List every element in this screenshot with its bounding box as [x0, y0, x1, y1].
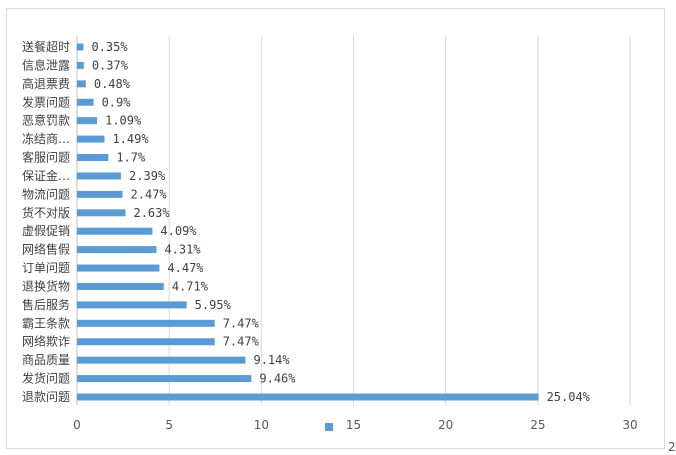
data-label: 0.48% [94, 77, 131, 91]
category-label: 发货问题 [22, 371, 70, 386]
bar [77, 227, 153, 235]
bar [77, 117, 98, 125]
data-labels: 0.35% 0.37% 0.48% 0.9% 1.09% 1.49% 1.7% 2.39% 2.… [91, 40, 590, 404]
x-tick-label: 20 [438, 418, 453, 432]
data-label: 7.47% [223, 316, 260, 330]
category-label: 保证金… [22, 168, 70, 183]
bar [77, 98, 94, 106]
bar [77, 80, 86, 88]
x-tick-label: 25 [530, 418, 545, 432]
category-label: 霸王条款 [22, 316, 70, 330]
legend-swatch [325, 423, 333, 431]
gridlines [76, 36, 631, 405]
data-label: 2.39% [129, 169, 166, 183]
data-label: 4.31% [164, 243, 201, 257]
bar [77, 301, 187, 309]
data-label: 0.9% [102, 95, 132, 109]
data-label: 4.09% [160, 224, 197, 238]
category-label: 网络欺诈 [22, 334, 70, 349]
data-label: 4.71% [172, 279, 209, 293]
data-label: 2.63% [133, 206, 170, 220]
data-label: 9.46% [259, 372, 296, 386]
legend [325, 423, 333, 431]
category-label: 货不对版 [22, 205, 70, 220]
category-label: 商品质量 [22, 352, 70, 367]
bar [77, 209, 126, 217]
x-tick-label: 10 [254, 418, 269, 432]
bar [77, 319, 215, 327]
bar [77, 393, 539, 401]
x-tick-label: 0 [73, 418, 81, 432]
data-label: 1.7% [116, 151, 146, 165]
data-label: 1.09% [105, 114, 142, 128]
category-label: 客服问题 [22, 150, 70, 165]
data-label: 5.95% [195, 298, 232, 312]
data-label: 25.04% [547, 390, 591, 404]
bar [77, 135, 105, 143]
category-label: 发票问题 [22, 94, 70, 109]
category-label: 高退票费 [22, 76, 70, 91]
data-label: 0.35% [91, 40, 128, 54]
bar [77, 154, 109, 162]
category-label: 售后服务 [22, 297, 70, 312]
bar [77, 43, 84, 51]
data-label: 9.14% [253, 353, 290, 367]
category-label: 订单问题 [22, 261, 70, 275]
category-label: 信息泄露 [22, 57, 70, 72]
bar [77, 61, 84, 69]
bar [77, 375, 252, 383]
category-label: 虚假促销 [22, 224, 70, 238]
data-label: 0.37% [92, 58, 129, 72]
x-tick-label: 30 [622, 418, 637, 432]
category-label: 退换货物 [22, 278, 70, 293]
bars [77, 43, 539, 401]
x-tick-label: 5 [165, 418, 173, 432]
data-label: 2.47% [131, 187, 168, 201]
category-label: 退款问题 [22, 390, 70, 404]
bar [77, 246, 157, 254]
edge-text: 2 [668, 440, 676, 454]
bar [77, 282, 164, 290]
category-label: 冻结商… [22, 131, 70, 146]
x-tick-label: 15 [346, 418, 361, 432]
data-label: 1.49% [112, 132, 149, 146]
category-label: 物流问题 [22, 187, 70, 201]
category-label: 网络售假 [22, 242, 70, 257]
bar [77, 190, 123, 198]
bar [77, 338, 215, 346]
data-label: 7.47% [223, 335, 260, 349]
category-label: 送餐超时 [22, 39, 70, 54]
bar [77, 356, 246, 364]
data-label: 4.47% [167, 261, 204, 275]
x-tick-labels: 0 5 10 15 20 25 30 [73, 418, 637, 432]
bar [77, 172, 122, 180]
category-label: 恶意罚款 [22, 113, 70, 128]
bar [77, 264, 160, 272]
